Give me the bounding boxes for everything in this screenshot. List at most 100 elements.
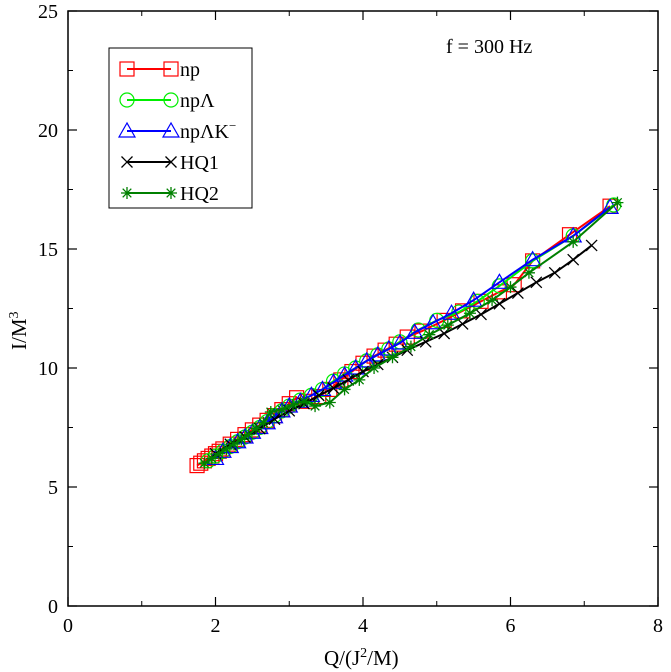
data-point-hq2 <box>567 235 580 248</box>
legend-marker <box>165 156 177 168</box>
legend-marker <box>119 61 135 77</box>
data-point-npk <box>424 313 443 330</box>
data-point-hq2 <box>353 373 366 386</box>
x-axis-title-base: Q/(J <box>324 646 360 670</box>
x-axis-title-tail: /M) <box>367 646 399 670</box>
legend-marker <box>117 121 137 138</box>
y-tick-label: 20 <box>38 120 58 142</box>
legend-marker <box>119 92 135 108</box>
data-point-hq2 <box>611 196 624 209</box>
legend-label-text: npΛK <box>180 121 230 143</box>
data-point-npk <box>464 290 483 307</box>
legend-label-sup: − <box>229 118 236 133</box>
data-point-hq2 <box>242 428 255 441</box>
frequency-annotation: f = 300 Hz <box>446 36 532 58</box>
legend-marker <box>165 187 177 199</box>
y-tick-label: 25 <box>38 1 58 23</box>
data-point-hq1 <box>327 382 340 395</box>
x-tick-label: 4 <box>358 615 368 637</box>
data-point-hq1 <box>567 253 580 266</box>
data-point-hq2 <box>323 396 336 409</box>
series-hq2 <box>198 196 624 470</box>
y-axis-title-sup: 3 <box>7 312 22 319</box>
data-point-hq2 <box>404 340 417 353</box>
data-point-hq2 <box>275 403 288 416</box>
data-point-npk <box>442 304 461 320</box>
legend-label-text: HQ2 <box>180 183 219 205</box>
data-point-hq2 <box>298 395 310 408</box>
legend: np npΛ npΛK− HQ1 HQ2 <box>108 47 253 209</box>
data-point-np <box>525 253 541 269</box>
data-point-npk <box>405 323 424 339</box>
y-tick-label: 15 <box>38 239 58 261</box>
data-point-npk <box>390 333 409 350</box>
x-tick-label: 8 <box>653 615 663 637</box>
legend-entries: np npΛ npΛK− HQ1 HQ2 <box>117 59 236 205</box>
data-point-np <box>506 277 522 293</box>
y-axis-title-base: I/M <box>7 318 31 350</box>
legend-marker <box>161 121 181 138</box>
data-point-hq1 <box>475 308 487 321</box>
x-axis-title-sup: 2 <box>360 646 367 661</box>
data-point-hq1 <box>548 266 561 279</box>
x-tick-label: 2 <box>211 615 221 637</box>
data-point-hq2 <box>250 422 263 435</box>
ticks-layer: 0 2 4 6 8 0 5 10 15 20 25 <box>38 1 663 637</box>
legend-label-text: HQ1 <box>180 152 219 174</box>
plot-frame <box>67 10 659 607</box>
data-point-np <box>207 448 224 464</box>
x-tick-label: 0 <box>63 615 73 637</box>
legend-entry-np: npΛ <box>119 90 215 112</box>
legend-entry-hq2: HQ2 <box>121 183 219 205</box>
legend-label: HQ2 <box>180 183 219 205</box>
data-point-hq2 <box>386 351 399 364</box>
data-point-hq2 <box>235 433 248 446</box>
data-point-hq2 <box>368 362 381 374</box>
legend-entry-hq1: HQ1 <box>121 152 219 174</box>
data-point-np <box>200 453 216 469</box>
data-point-hq2 <box>227 438 240 451</box>
data-point-np <box>399 329 415 345</box>
y-tick-label: 5 <box>48 477 58 499</box>
y-tick-label: 0 <box>48 596 58 618</box>
legend-marker <box>163 92 179 108</box>
data-point-hq1 <box>530 276 543 289</box>
legend-marker <box>163 61 179 77</box>
legend-marker <box>121 156 133 168</box>
data-point-hq2 <box>522 266 535 279</box>
x-tick-label: 6 <box>506 615 516 637</box>
legend-label: HQ1 <box>180 152 219 174</box>
legend-label: npΛ <box>180 90 215 112</box>
legend-label-text: npΛ <box>180 90 215 112</box>
data-point-hq1 <box>585 239 598 252</box>
legend-box <box>108 47 253 209</box>
legend-label: np <box>180 59 200 81</box>
data-point-hq2 <box>220 442 233 455</box>
legend-label-text: np <box>180 59 200 81</box>
y-axis-title: I/M3 <box>7 312 31 351</box>
x-axis-title: Q/(J2/M) <box>324 646 399 670</box>
series-line-hq2 <box>203 201 619 465</box>
legend-marker <box>121 187 133 199</box>
data-point-hq2 <box>441 319 454 332</box>
data-point-hq2 <box>213 447 226 460</box>
data-point-hq2 <box>338 383 351 396</box>
data-point-hq2 <box>198 457 211 470</box>
legend-entry-np: np <box>119 59 200 81</box>
data-point-hq2 <box>504 281 517 294</box>
data-point-hq2 <box>286 398 299 411</box>
data-point-hq2 <box>205 452 218 465</box>
legend-label: npΛK− <box>180 118 236 143</box>
data-point-npk <box>490 273 509 289</box>
y-tick-label: 10 <box>38 358 58 380</box>
legend-entry-npk: npΛK− <box>117 118 236 143</box>
data-point-hq2 <box>257 416 270 429</box>
data-point-hq1 <box>511 287 524 299</box>
data-point-hq2 <box>463 307 476 320</box>
data-point-hq2 <box>264 406 277 419</box>
data-point-hq2 <box>486 294 499 307</box>
data-point-npk <box>523 250 542 267</box>
data-point-hq2 <box>423 328 436 341</box>
data-point-hq2 <box>309 400 322 413</box>
